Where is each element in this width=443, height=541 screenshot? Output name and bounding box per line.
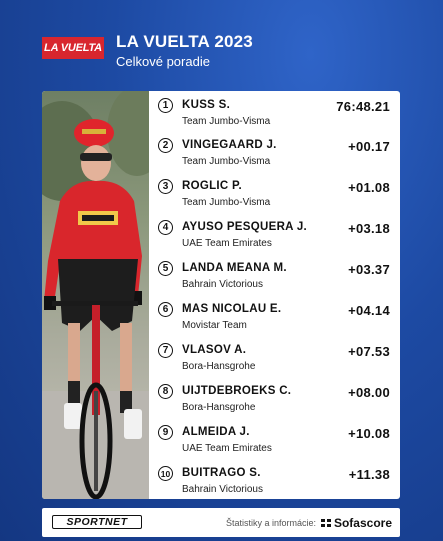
rider-team: Team Jumbo-Visma bbox=[182, 197, 271, 208]
standing-row: 7 VLASOV A. Bora-Hansgrohe +07.53 bbox=[152, 338, 400, 378]
sportnet-logo: SPORTNET bbox=[52, 515, 142, 529]
rider-name: VINGEGAARD J. bbox=[182, 139, 277, 151]
rider-time: +10.08 bbox=[348, 426, 390, 441]
cyclist-illustration bbox=[42, 91, 149, 499]
rank-badge: 10 bbox=[158, 466, 173, 481]
rank-badge: 1 bbox=[158, 98, 173, 113]
rider-team: Bahrain Victorious bbox=[182, 279, 263, 290]
rank-badge: 8 bbox=[158, 384, 173, 399]
rank-badge: 5 bbox=[158, 261, 173, 276]
rider-team: UAE Team Emirates bbox=[182, 238, 272, 249]
sofascore-label: Sofascore bbox=[333, 516, 392, 530]
la-vuelta-logo: LA VUELTA bbox=[42, 37, 104, 59]
standing-row: 3 ROGLIC P. Team Jumbo-Visma +01.08 bbox=[152, 174, 400, 214]
standing-row: 6 MAS NICOLAU E. Movistar Team +04.14 bbox=[152, 297, 400, 337]
rider-team: Bora-Hansgrohe bbox=[182, 361, 256, 372]
cyclist-photo bbox=[42, 91, 149, 499]
rank-badge: 9 bbox=[158, 425, 173, 440]
standing-row: 5 LANDA MEANA M. Bahrain Victorious +03.… bbox=[152, 256, 400, 296]
rider-time: +04.14 bbox=[348, 303, 390, 318]
rider-name: VLASOV A. bbox=[182, 344, 247, 356]
rider-team: Bahrain Victorious bbox=[182, 484, 263, 495]
standings-card: 1 KUSS S. Team Jumbo-Visma 76:48.21 2 VI… bbox=[42, 91, 400, 499]
rider-team: Bora-Hansgrohe bbox=[182, 402, 256, 413]
rider-name: AYUSO PESQUERA J. bbox=[182, 221, 308, 233]
rider-name: ALMEIDA J. bbox=[182, 426, 250, 438]
rider-team: Team Jumbo-Visma bbox=[182, 156, 271, 167]
rider-time: +08.00 bbox=[348, 385, 390, 400]
rank-badge: 4 bbox=[158, 220, 173, 235]
footer-bar: SPORTNET Štatistiky a informácie: Sofasc… bbox=[42, 508, 400, 537]
rider-name: MAS NICOLAU E. bbox=[182, 303, 282, 315]
rider-name: ROGLIC P. bbox=[182, 180, 242, 192]
rider-name: UIJTDEBROEKS C. bbox=[182, 385, 292, 397]
page-title: LA VUELTA 2023 bbox=[116, 32, 253, 51]
standing-row: 1 KUSS S. Team Jumbo-Visma 76:48.21 bbox=[152, 93, 400, 133]
standing-row: 2 VINGEGAARD J. Team Jumbo-Visma +00.17 bbox=[152, 133, 400, 173]
data-credit: Štatistiky a informácie: Sofascore bbox=[226, 516, 392, 530]
rank-badge: 3 bbox=[158, 179, 173, 194]
rider-team: UAE Team Emirates bbox=[182, 443, 272, 454]
standings-list: 1 KUSS S. Team Jumbo-Visma 76:48.21 2 VI… bbox=[152, 91, 400, 499]
rider-time: +03.18 bbox=[348, 221, 390, 236]
rider-name: KUSS S. bbox=[182, 99, 231, 111]
rider-time: 76:48.21 bbox=[336, 99, 390, 114]
standing-row: 4 AYUSO PESQUERA J. UAE Team Emirates +0… bbox=[152, 215, 400, 255]
rank-badge: 2 bbox=[158, 138, 173, 153]
rank-badge: 6 bbox=[158, 302, 173, 317]
rider-time: +01.08 bbox=[348, 180, 390, 195]
rider-name: LANDA MEANA M. bbox=[182, 262, 287, 274]
rank-badge: 7 bbox=[158, 343, 173, 358]
credit-text: Štatistiky a informácie: bbox=[225, 518, 316, 528]
sofascore-icon bbox=[320, 519, 331, 527]
rider-team: Team Jumbo-Visma bbox=[182, 116, 271, 127]
rider-time: +03.37 bbox=[348, 262, 390, 277]
page-subtitle: Celkové poradie bbox=[116, 54, 210, 69]
rider-time: +00.17 bbox=[348, 139, 390, 154]
rider-team: Movistar Team bbox=[182, 320, 247, 331]
rider-time: +11.38 bbox=[348, 467, 390, 482]
standing-row: 10 BUITRAGO S. Bahrain Victorious +11.38 bbox=[152, 461, 400, 499]
standing-row: 9 ALMEIDA J. UAE Team Emirates +10.08 bbox=[152, 420, 400, 460]
standing-row: 8 UIJTDEBROEKS C. Bora-Hansgrohe +08.00 bbox=[152, 379, 400, 419]
rider-time: +07.53 bbox=[348, 344, 390, 359]
rider-name: BUITRAGO S. bbox=[182, 467, 261, 479]
